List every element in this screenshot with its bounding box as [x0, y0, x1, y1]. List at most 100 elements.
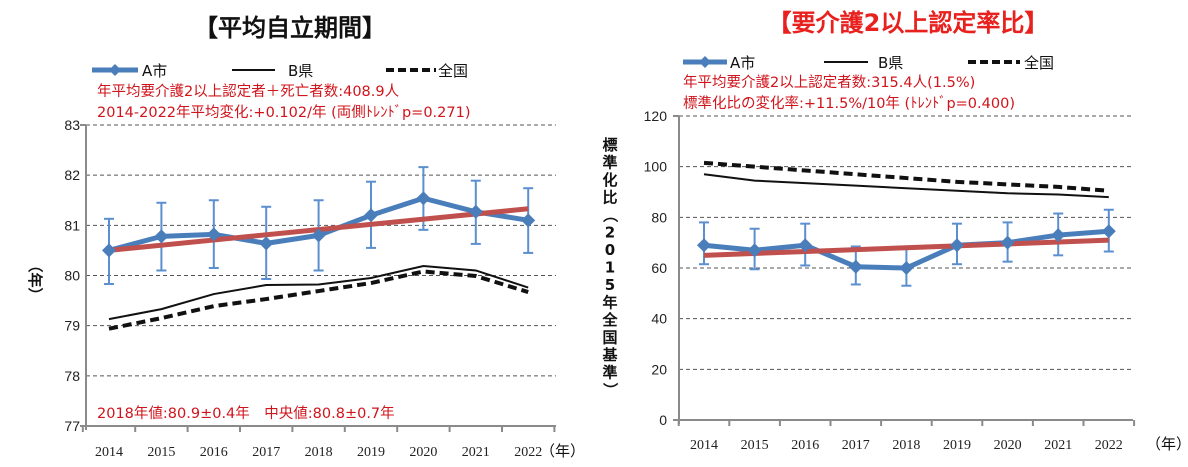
y-axis-label-char: 基	[601, 346, 618, 364]
x-tick-label: 2021	[462, 445, 490, 460]
y-axis-label-char: 準	[602, 364, 617, 382]
series-a-city-point	[747, 243, 762, 258]
left-chart-average-independent-period: 【平均自立期間】 A市 B県 全国 年平均要介護2以上認定者＋死亡者数:408.…	[26, 14, 585, 460]
right-annotation-trend: 標準化比の変化率:+11.5%/10年 (ﾄﾚﾝﾄﾞp=0.400)	[683, 95, 1015, 112]
x-tick-label: 2020	[994, 438, 1022, 453]
y-axis-label-char: 2	[605, 224, 615, 242]
left-y-axis-label: （年）	[26, 257, 44, 302]
x-tick-label: 2022	[514, 445, 542, 460]
y-tick-label: 80	[64, 268, 80, 284]
x-tick-label: 2014	[690, 438, 718, 453]
x-tick-label: 2019	[357, 445, 385, 460]
left-y-tick-labels: 77 78 79 80 81 82 83	[64, 117, 80, 434]
right-legend: A市 B県 全国	[683, 54, 1054, 72]
y-tick-label: 77	[64, 418, 80, 434]
series-national-line	[108, 269, 529, 331]
y-tick-label: 60	[651, 260, 667, 276]
series-a-city-point	[468, 204, 483, 219]
y-axis-label-char: （	[601, 207, 619, 222]
x-tick-label: 2016	[200, 445, 228, 460]
right-chart-title: 【要介護2以上認定率比】	[768, 9, 1049, 37]
series-a-city-point	[311, 228, 326, 243]
y-tick-label: 40	[651, 311, 667, 327]
series-a-city-point	[697, 238, 711, 253]
right-x-axis-label: （年）	[1146, 435, 1188, 453]
x-tick-label: 2018	[892, 438, 920, 453]
series-a-city-point	[364, 208, 378, 223]
y-axis-label-char: 5	[605, 276, 615, 294]
y-tick-label: 80	[651, 209, 667, 225]
right-annotation-count: 年平均要介護2以上認定者数:315.4人(1.5%)	[683, 74, 975, 91]
left-x-tick-labels: 2014 2015 2016 2017 2018 2019 2020 2021 2022	[95, 445, 542, 460]
y-tick-label: 78	[64, 368, 80, 384]
x-tick-label: 2020	[409, 445, 437, 460]
left-chart-title: 【平均自立期間】	[194, 14, 386, 42]
series-a-city-point	[950, 238, 964, 253]
x-tick-label: 2015	[741, 438, 769, 453]
y-axis-label-char: 全	[601, 311, 618, 329]
series-a-city-point	[154, 229, 169, 244]
x-tick-label: 2016	[791, 438, 819, 453]
x-tick-label: 2015	[147, 445, 175, 460]
left-annotation-trend: 2014-2022年平均変化:+0.102/年 (両側ﾄﾚﾝﾄﾞp=0.271)	[97, 104, 471, 121]
series-a-city-point	[798, 238, 813, 253]
series-a-city-point	[1051, 228, 1066, 243]
left-axes	[80, 124, 556, 432]
y-tick-label: 83	[64, 117, 80, 133]
left-series	[102, 166, 536, 331]
series-a-city-point	[102, 243, 116, 258]
left-annotation-count: 年平均要介護2以上認定者＋死亡者数:408.9人	[97, 83, 399, 100]
legend-a-city-diamond-icon	[699, 56, 711, 68]
x-tick-label: 2021	[1044, 438, 1072, 453]
legend-national-label: 全国	[438, 62, 468, 80]
series-a-city-point	[521, 213, 536, 228]
y-tick-label: 81	[64, 217, 80, 233]
x-tick-label: 2017	[842, 438, 870, 453]
series-a-city-point	[259, 236, 274, 251]
y-axis-label-char: ）	[601, 382, 619, 397]
left-gridlines	[86, 124, 556, 377]
series-a-city-point	[416, 191, 431, 206]
y-axis-label-char: 1	[605, 259, 615, 277]
x-tick-label: 2017	[252, 445, 280, 460]
y-tick-label: 79	[64, 318, 80, 334]
x-tick-label: 2019	[943, 438, 971, 453]
series-b-pref-line	[108, 264, 529, 321]
y-axis-label-char: 比	[602, 189, 617, 207]
y-axis-label-char: 準	[602, 154, 617, 172]
series-national-line	[703, 160, 1109, 193]
series-a-city-point	[206, 227, 221, 242]
y-axis-label-char: 0	[605, 241, 615, 259]
y-tick-label: 120	[644, 108, 668, 124]
right-series	[697, 160, 1116, 287]
series-a-city-point	[848, 259, 863, 274]
x-tick-label: 2014	[95, 445, 123, 460]
series-a-city-trend-line	[703, 237, 1109, 258]
right-x-tick-labels: 2014 2015 2016 2017 2018 2019 2020 2021 2022	[690, 438, 1123, 453]
y-tick-label: 82	[64, 167, 80, 183]
right-y-tick-labels: 0 20 40 60 80 100 120	[644, 108, 668, 428]
series-a-city-point	[899, 261, 914, 275]
legend-a-city-diamond-icon	[109, 64, 121, 76]
y-axis-label-char: 国	[602, 329, 617, 347]
y-axis-label-char: 年	[602, 294, 617, 312]
legend-a-city-label: A市	[730, 54, 755, 72]
y-axis-label-char: 化	[602, 171, 617, 189]
series-a-city-point	[1101, 224, 1116, 239]
left-legend: A市 B県 全国	[92, 62, 468, 80]
x-tick-label: 2018	[305, 445, 333, 460]
legend-b-pref-label: B県	[288, 62, 313, 80]
left-x-axis-label: （年）	[540, 442, 585, 460]
series-b-pref-line	[703, 173, 1109, 199]
legend-a-city-label: A市	[142, 62, 167, 80]
series-a-city-point	[1000, 235, 1015, 250]
y-tick-label: 20	[651, 361, 667, 377]
legend-national-label: 全国	[1024, 54, 1054, 72]
right-chart-care-certification-ratio: 【要介護2以上認定率比】 A市 B県 全国 年平均要介護2以上認定者数:315.…	[601, 9, 1188, 453]
y-tick-label: 0	[659, 412, 667, 428]
y-tick-label: 100	[644, 159, 668, 175]
x-tick-label: 2022	[1095, 438, 1123, 453]
legend-b-pref-label: B県	[878, 54, 903, 72]
